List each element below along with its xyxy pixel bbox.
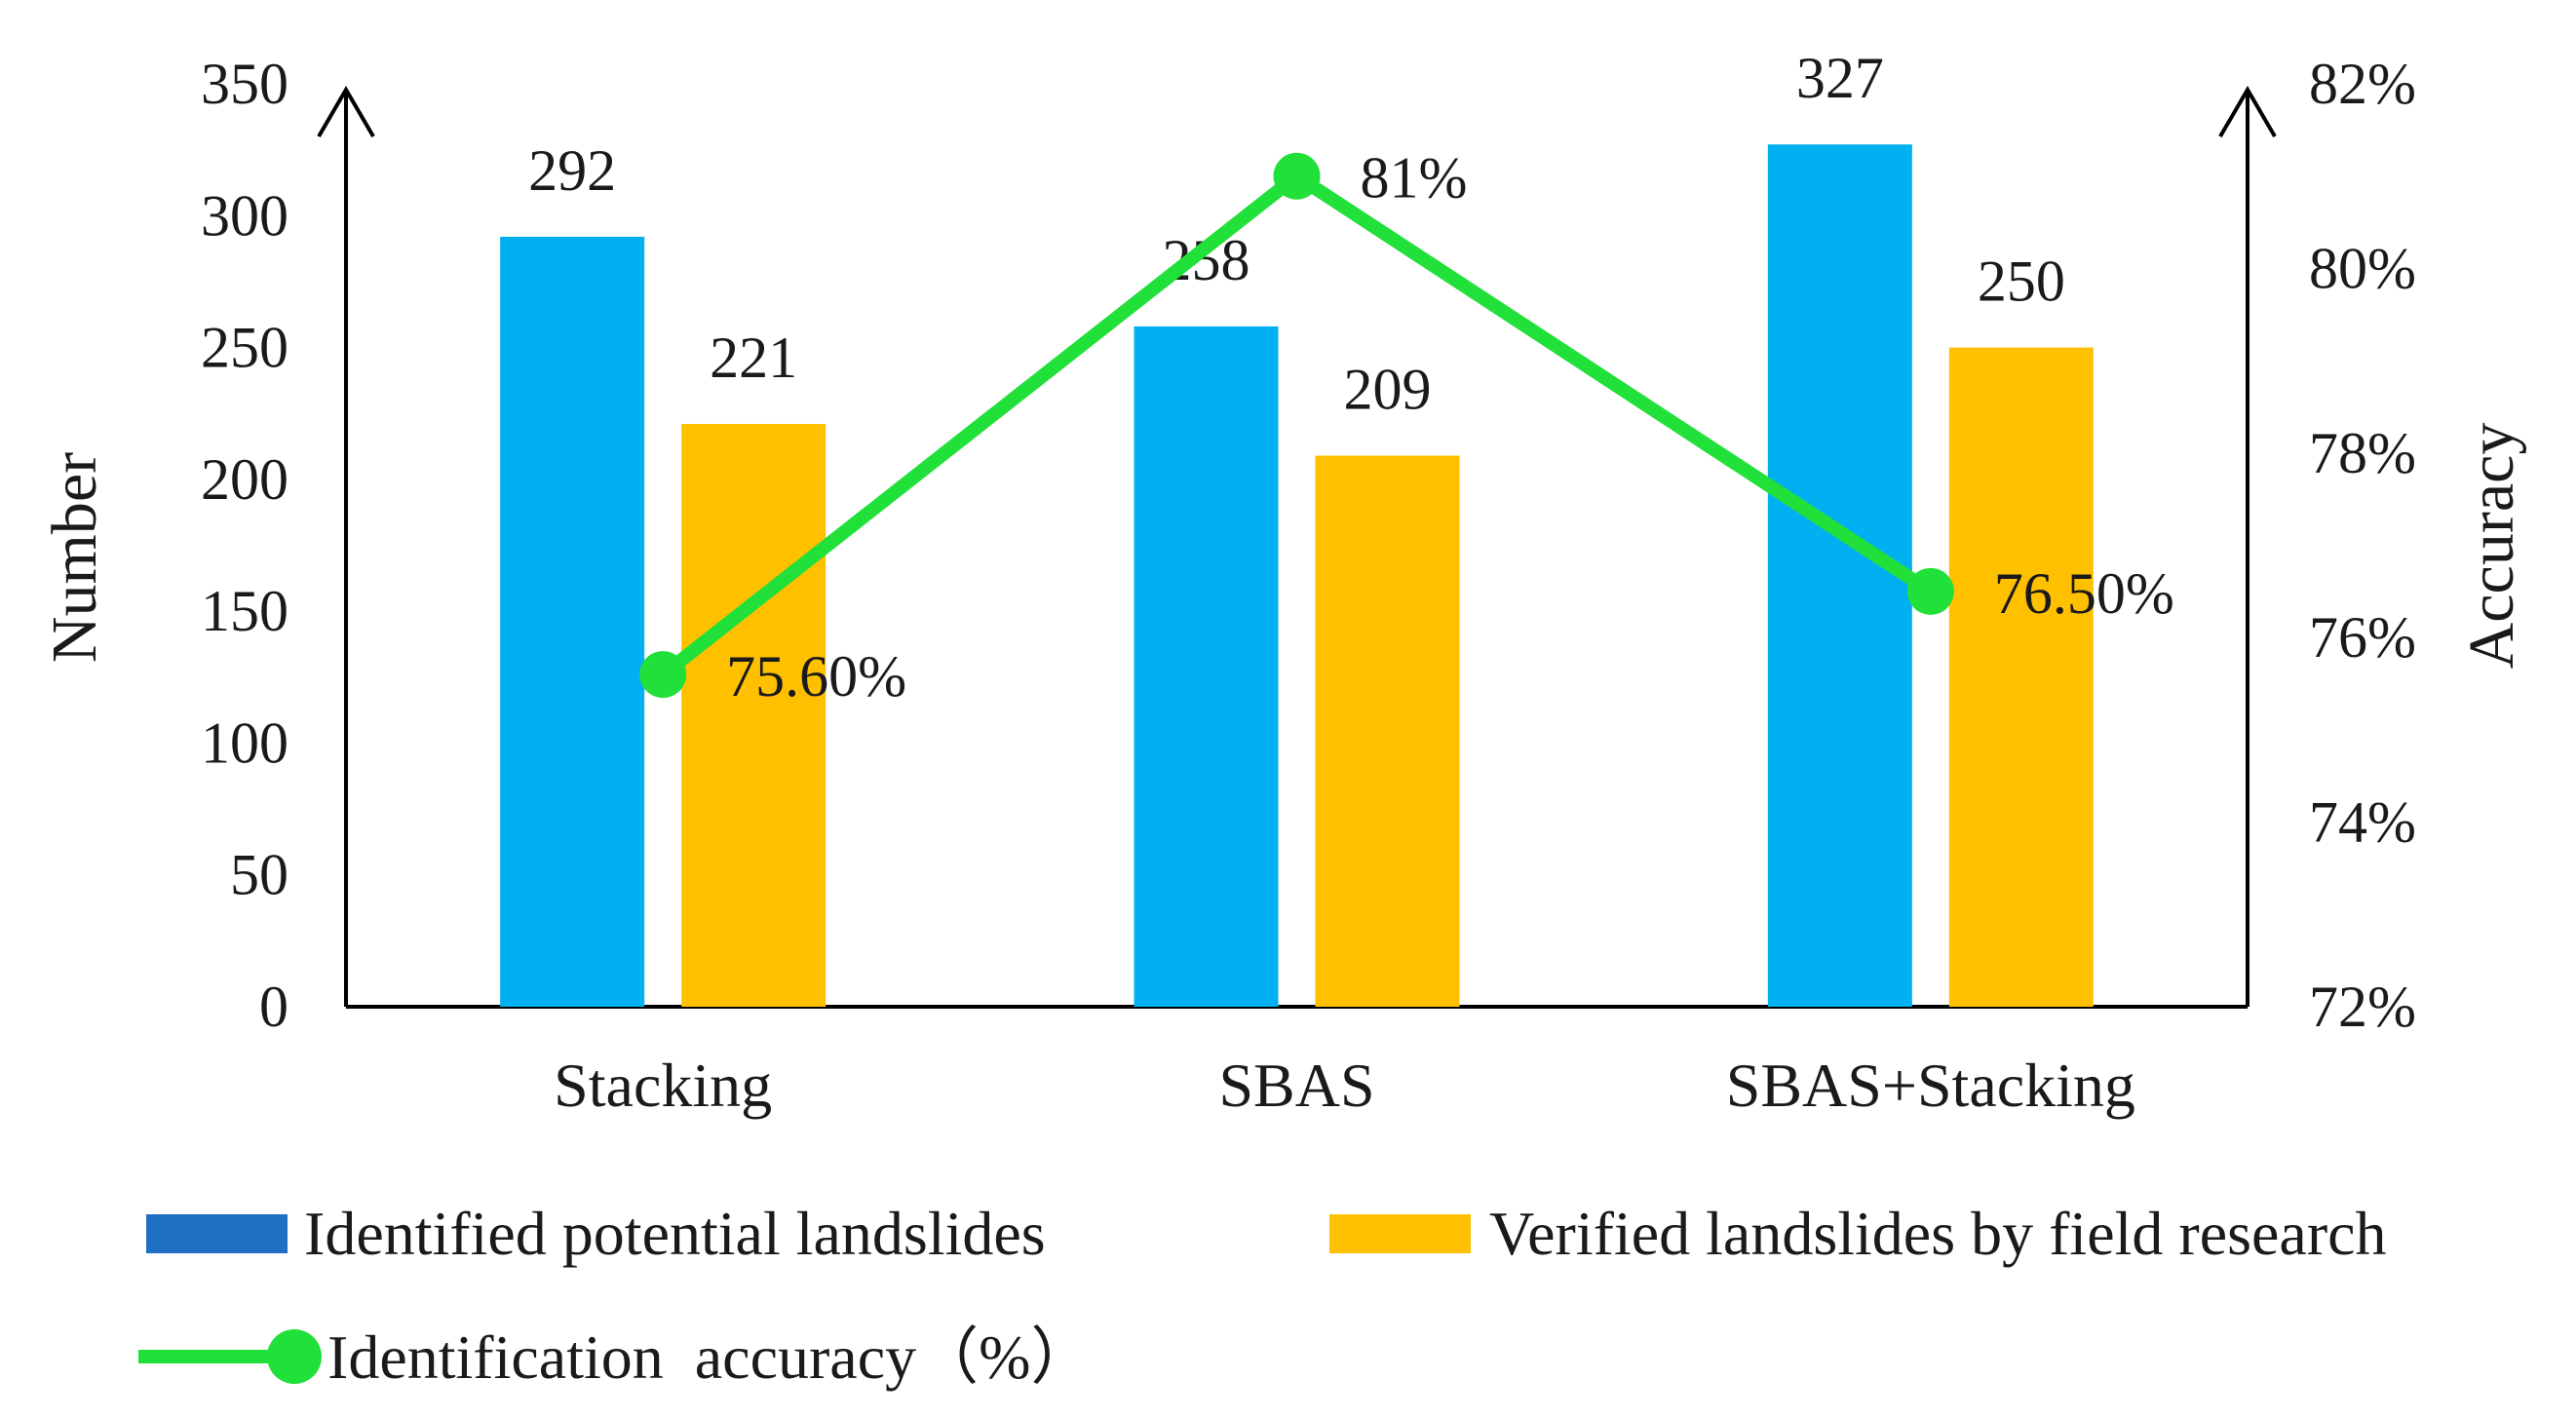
bar-0-2 — [1767, 144, 1912, 1007]
y2-axis-arrowhead — [2218, 86, 2277, 138]
accuracy-point-0 — [639, 651, 687, 699]
y2-tick-label-3: 78% — [2309, 421, 2416, 485]
y-axis-ticks: 0 50 100 150 200 250 300 350 — [201, 52, 288, 1039]
bar-label-1-2: 250 — [1978, 249, 2065, 314]
y2-tick-label-4: 80% — [2309, 236, 2416, 300]
legend-swatch-identified — [146, 1214, 288, 1253]
y2-tick-label-0: 72% — [2309, 975, 2416, 1039]
legend-label-verified: Verified landslides by field research — [1489, 1199, 2387, 1268]
category-label-1: SBAS — [1218, 1051, 1374, 1120]
bar-label-1-1: 209 — [1344, 358, 1432, 422]
bars: 292 221 258 209 327 250 — [500, 46, 2094, 1008]
bar-label-1-0: 221 — [710, 326, 797, 390]
bar-0-0 — [500, 236, 645, 1008]
bar-1-1 — [1315, 455, 1460, 1007]
accuracy-point-1 — [1273, 152, 1321, 200]
y-tick-label-7: 350 — [201, 52, 288, 116]
accuracy-line-series: 75.60% 81% 76.50% — [639, 146, 2174, 709]
legend: Identified potential landslides Verified… — [138, 1199, 2387, 1392]
y-tick-label-2: 100 — [201, 710, 288, 775]
bar-0-1 — [1134, 326, 1279, 1007]
y2-tick-label-1: 74% — [2309, 790, 2416, 855]
y-tick-label-1: 50 — [230, 843, 288, 907]
accuracy-line — [658, 169, 1935, 680]
bar-label-0-0: 292 — [528, 138, 616, 203]
y-tick-label-4: 200 — [201, 447, 288, 512]
accuracy-label-0: 75.60% — [726, 644, 906, 709]
legend-label-accuracy: Identification accuracy（%） — [327, 1322, 1093, 1392]
accuracy-label-2: 76.50% — [1994, 561, 2174, 626]
y-axis-title: Number — [39, 452, 110, 663]
bar-label-0-2: 327 — [1796, 46, 1884, 110]
bar-label-0-1: 258 — [1163, 228, 1250, 292]
legend-swatch-accuracy-marker — [267, 1329, 322, 1384]
legend-label-identified: Identified potential landslides — [304, 1199, 1046, 1268]
y2-axis-title: Accuracy — [2456, 423, 2527, 670]
axes — [317, 86, 2277, 1009]
category-label-2: SBAS+Stacking — [1726, 1051, 2135, 1120]
y2-tick-label-2: 76% — [2309, 605, 2416, 670]
legend-swatch-verified — [1329, 1214, 1471, 1253]
y-tick-label-3: 150 — [201, 579, 288, 643]
y-tick-label-6: 300 — [201, 183, 288, 248]
category-labels: Stacking SBAS SBAS+Stacking — [554, 1051, 2135, 1120]
accuracy-point-2 — [1906, 567, 1954, 615]
y2-tick-label-5: 82% — [2309, 52, 2416, 116]
accuracy-label-1: 81% — [1361, 146, 1468, 211]
y2-axis-ticks: 72% 74% 76% 78% 80% 82% — [2309, 52, 2416, 1039]
category-label-0: Stacking — [554, 1051, 772, 1120]
bar-1-0 — [681, 424, 827, 1008]
y-tick-label-0: 0 — [259, 975, 288, 1039]
y-axis-arrowhead — [317, 86, 375, 138]
bar-1-2 — [1948, 347, 2094, 1008]
y-tick-label-5: 250 — [201, 316, 288, 380]
